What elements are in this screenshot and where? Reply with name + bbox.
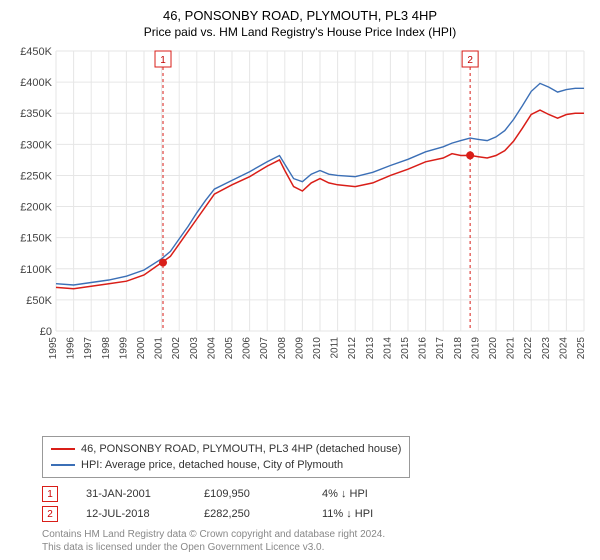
svg-text:2011: 2011 xyxy=(330,337,341,359)
svg-text:2024: 2024 xyxy=(558,337,569,360)
svg-text:£100K: £100K xyxy=(20,264,52,276)
svg-text:2018: 2018 xyxy=(453,337,464,360)
svg-text:2021: 2021 xyxy=(506,337,517,360)
transaction-delta: 4% ↓ HPI xyxy=(322,488,412,500)
chart-title: 46, PONSONBY ROAD, PLYMOUTH, PL3 4HP xyxy=(10,8,590,23)
svg-text:1998: 1998 xyxy=(101,337,112,360)
svg-text:£50K: £50K xyxy=(26,295,52,307)
svg-text:2020: 2020 xyxy=(488,337,499,360)
svg-text:£0: £0 xyxy=(40,326,52,338)
svg-text:2025: 2025 xyxy=(576,337,587,360)
svg-text:1995: 1995 xyxy=(48,337,59,360)
chart-svg: £0 £50K £100K £150K £200K £250K £300K £350K £400… xyxy=(10,45,590,375)
svg-text:1: 1 xyxy=(160,55,166,66)
legend-item: 46, PONSONBY ROAD, PLYMOUTH, PL3 4HP (de… xyxy=(51,441,401,457)
svg-text:2001: 2001 xyxy=(154,337,165,360)
svg-text:2016: 2016 xyxy=(418,337,429,360)
svg-text:2000: 2000 xyxy=(136,337,147,360)
svg-text:2017: 2017 xyxy=(435,337,446,360)
chart-subtitle: Price paid vs. HM Land Registry's House … xyxy=(10,25,590,39)
svg-text:£400K: £400K xyxy=(20,77,52,89)
svg-text:£450K: £450K xyxy=(20,46,52,58)
svg-text:2023: 2023 xyxy=(541,337,552,360)
table-row: 2 12-JUL-2018 £282,250 11% ↓ HPI xyxy=(42,506,590,522)
svg-text:£200K: £200K xyxy=(20,202,52,214)
svg-text:2003: 2003 xyxy=(189,337,200,360)
svg-text:1999: 1999 xyxy=(118,337,129,360)
svg-text:2007: 2007 xyxy=(259,337,270,360)
transaction-date: 12-JUL-2018 xyxy=(86,508,176,520)
legend-swatch-blue xyxy=(51,464,75,466)
transaction-price: £282,250 xyxy=(204,508,294,520)
svg-text:1996: 1996 xyxy=(66,337,77,360)
legend-label: HPI: Average price, detached house, City… xyxy=(81,457,343,473)
transaction-delta: 11% ↓ HPI xyxy=(322,508,412,520)
footnote: Contains HM Land Registry data © Crown c… xyxy=(42,528,590,554)
marker-badge: 2 xyxy=(42,506,58,522)
svg-text:2009: 2009 xyxy=(294,337,305,360)
svg-text:2014: 2014 xyxy=(382,337,393,360)
svg-text:£300K: £300K xyxy=(20,139,52,151)
svg-text:£250K: £250K xyxy=(20,170,52,182)
transactions-table: 1 31-JAN-2001 £109,950 4% ↓ HPI 2 12-JUL… xyxy=(42,482,590,522)
chart-container: 46, PONSONBY ROAD, PLYMOUTH, PL3 4HP Pri… xyxy=(0,0,600,560)
footnote-line: This data is licensed under the Open Gov… xyxy=(42,541,590,554)
legend-swatch-red xyxy=(51,448,75,450)
svg-text:2012: 2012 xyxy=(347,337,358,360)
legend: 46, PONSONBY ROAD, PLYMOUTH, PL3 4HP (de… xyxy=(42,436,410,478)
svg-text:2015: 2015 xyxy=(400,337,411,360)
svg-text:2013: 2013 xyxy=(365,337,376,360)
svg-text:2019: 2019 xyxy=(470,337,481,360)
chart-plot-area: £0 £50K £100K £150K £200K £250K £300K £350K £400… xyxy=(10,45,590,430)
marker-badge: 1 xyxy=(42,486,58,502)
legend-label: 46, PONSONBY ROAD, PLYMOUTH, PL3 4HP (de… xyxy=(81,441,401,457)
svg-text:2010: 2010 xyxy=(312,337,323,360)
svg-text:2008: 2008 xyxy=(277,337,288,360)
svg-text:2: 2 xyxy=(467,55,473,66)
table-row: 1 31-JAN-2001 £109,950 4% ↓ HPI xyxy=(42,486,590,502)
svg-text:2006: 2006 xyxy=(242,337,253,360)
svg-text:1997: 1997 xyxy=(83,337,94,360)
svg-text:2004: 2004 xyxy=(206,337,217,360)
transaction-price: £109,950 xyxy=(204,488,294,500)
legend-item: HPI: Average price, detached house, City… xyxy=(51,457,401,473)
footnote-line: Contains HM Land Registry data © Crown c… xyxy=(42,528,590,541)
transaction-date: 31-JAN-2001 xyxy=(86,488,176,500)
svg-text:£350K: £350K xyxy=(20,108,52,120)
svg-text:2002: 2002 xyxy=(171,337,182,360)
svg-text:2005: 2005 xyxy=(224,337,235,360)
svg-text:2022: 2022 xyxy=(523,337,534,360)
svg-text:£150K: £150K xyxy=(20,233,52,245)
